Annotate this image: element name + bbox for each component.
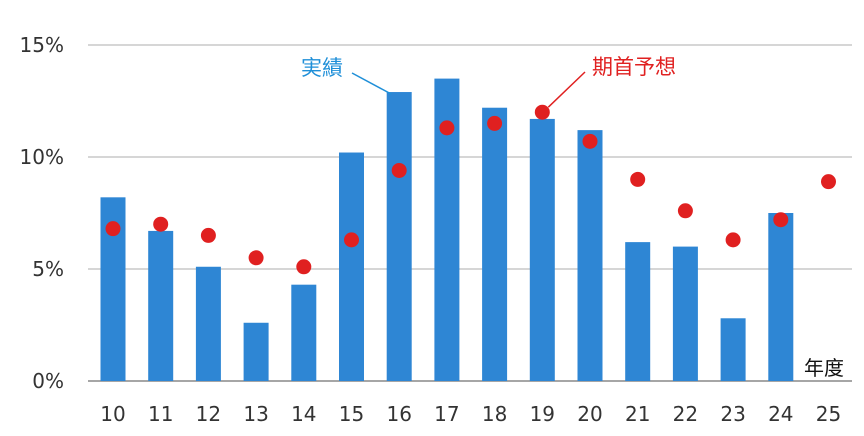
dot-kishu-yosou bbox=[582, 133, 598, 149]
annotations: 実績 期首予想 bbox=[301, 55, 676, 108]
dots bbox=[105, 104, 836, 275]
x-tick-label: 21 bbox=[625, 402, 650, 426]
dot-kishu-yosou bbox=[725, 232, 741, 248]
y-tick-label: 5% bbox=[32, 257, 64, 281]
bar-jisseki bbox=[529, 118, 555, 382]
y-tick-label: 10% bbox=[20, 145, 64, 169]
tick-labels: 0% 5% 10% 15% 10 11 12 13 14 15 16 17 18 19 20 21 22 23 24… bbox=[20, 33, 842, 426]
bar-jisseki bbox=[243, 322, 269, 381]
bar-jisseki bbox=[625, 242, 651, 381]
dot-kishu-yosou bbox=[487, 115, 503, 131]
dot-kishu-yosou bbox=[630, 171, 646, 187]
x-tick-label: 13 bbox=[243, 402, 268, 426]
dot-kishu-yosou bbox=[153, 216, 169, 232]
x-tick-label: 14 bbox=[291, 402, 316, 426]
x-tick-label: 10 bbox=[100, 402, 125, 426]
x-tick-label: 23 bbox=[720, 402, 745, 426]
x-tick-label: 18 bbox=[482, 402, 507, 426]
dot-kishu-yosou bbox=[677, 203, 693, 219]
x-tick-label: 25 bbox=[816, 402, 841, 426]
dot-kishu-yosou bbox=[773, 212, 789, 228]
x-tick-label: 15 bbox=[339, 402, 364, 426]
bar-jisseki bbox=[577, 130, 603, 381]
x-tick-label: 24 bbox=[768, 402, 793, 426]
bar-jisseki bbox=[291, 284, 317, 381]
y-tick-label: 0% bbox=[32, 369, 64, 393]
x-tick-label: 19 bbox=[530, 402, 555, 426]
bar-jisseki bbox=[720, 318, 746, 381]
bar-jisseki bbox=[768, 213, 794, 381]
x-tick-label: 12 bbox=[196, 402, 221, 426]
dot-kishu-yosou bbox=[821, 174, 836, 190]
x-tick-label: 22 bbox=[673, 402, 698, 426]
dot-kishu-yosou bbox=[248, 250, 264, 266]
x-axis-label: 年度 bbox=[804, 356, 844, 380]
dot-kishu-yosou bbox=[534, 104, 550, 120]
dot-kishu-yosou bbox=[439, 120, 455, 136]
dot-kishu-yosou bbox=[296, 259, 312, 275]
x-tick-label: 20 bbox=[577, 402, 602, 426]
annotation-label-jisseki: 実績 bbox=[301, 56, 343, 80]
bar-jisseki bbox=[339, 152, 364, 381]
bar-jisseki bbox=[386, 92, 412, 381]
dot-kishu-yosou bbox=[391, 162, 407, 178]
annotation-leader-kishu bbox=[547, 71, 586, 108]
annotation-leader-jisseki bbox=[351, 72, 392, 95]
dot-kishu-yosou bbox=[105, 221, 121, 237]
bar-jisseki bbox=[672, 246, 698, 381]
annotation-label-kishu: 期首予想 bbox=[592, 55, 676, 79]
x-tick-label: 17 bbox=[434, 402, 459, 426]
x-tick-label: 11 bbox=[148, 402, 173, 426]
dot-kishu-yosou bbox=[344, 232, 359, 248]
bar-jisseki bbox=[195, 266, 221, 381]
bar-jisseki bbox=[482, 107, 508, 381]
y-tick-label: 15% bbox=[20, 33, 64, 57]
bar-jisseki bbox=[148, 230, 174, 381]
dot-kishu-yosou bbox=[200, 227, 216, 243]
x-tick-label: 16 bbox=[386, 402, 411, 426]
